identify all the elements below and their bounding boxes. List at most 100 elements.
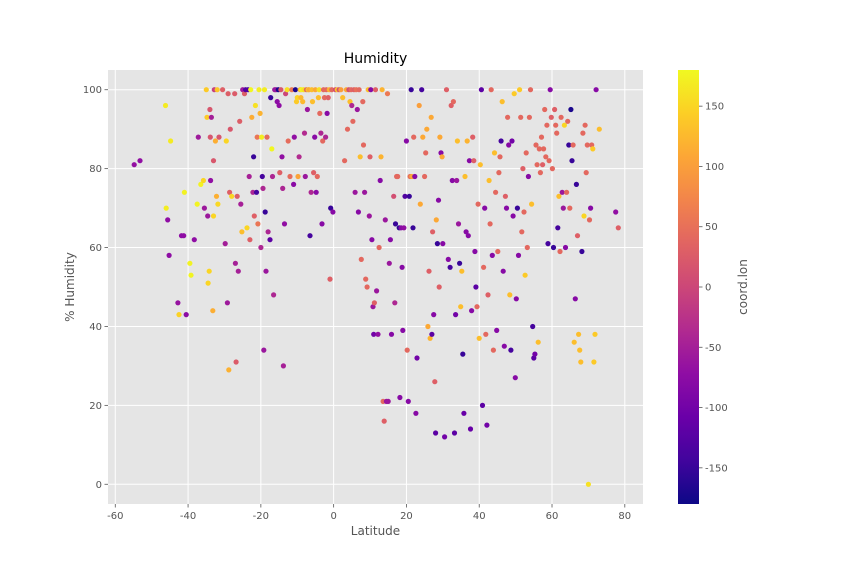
scatter-point (311, 170, 317, 176)
scatter-point (454, 138, 460, 144)
scatter-point (238, 201, 244, 207)
scatter-point (454, 177, 460, 184)
y-tick-label: 0 (96, 480, 102, 491)
scatter-point (269, 146, 275, 152)
scatter-point (386, 260, 392, 266)
scatter-point (490, 347, 496, 353)
scatter-point (301, 130, 308, 136)
scatter-point (312, 87, 318, 93)
scatter-point (510, 213, 516, 219)
scatter-point (511, 91, 517, 97)
scatter-point (434, 241, 440, 247)
scatter-point (543, 154, 549, 160)
scatter-point (463, 229, 469, 235)
scatter-point (556, 193, 562, 199)
scatter-point (576, 331, 582, 337)
scatter-point (317, 110, 323, 116)
scatter-point (352, 189, 358, 195)
scatter-point (379, 87, 385, 93)
scatter-point (364, 284, 370, 290)
scatter-point (216, 134, 222, 140)
scatter-point (540, 162, 546, 168)
scatter-point (284, 87, 290, 93)
scatter-point (232, 260, 238, 266)
scatter-point (175, 300, 181, 306)
scatter-point (296, 154, 302, 160)
scatter-point (277, 170, 283, 176)
scatter-point (548, 114, 554, 120)
scatter-point (300, 99, 306, 105)
colorbar-tick-label: 150 (705, 102, 724, 113)
scatter-point (498, 138, 504, 144)
scatter-point (536, 146, 542, 152)
scatter-point (271, 292, 277, 298)
scatter-point (524, 244, 530, 251)
scatter-point (431, 312, 437, 318)
scatter-point (566, 142, 572, 148)
scatter-point (214, 87, 220, 93)
scatter-point (406, 193, 412, 199)
scatter-point (203, 87, 209, 93)
scatter-point (506, 142, 512, 148)
scatter-point (131, 162, 137, 168)
scatter-point (259, 134, 265, 140)
scatter-point (260, 185, 266, 191)
scatter-point (289, 87, 295, 93)
y-axis-label: % Humidity (63, 252, 77, 322)
y-tick-label: 60 (89, 243, 102, 254)
scatter-point (166, 252, 172, 258)
scatter-point (558, 114, 564, 120)
y-tick-label: 100 (83, 85, 102, 96)
scatter-point (259, 173, 265, 180)
scatter-point (201, 205, 207, 211)
scatter-point (525, 173, 532, 180)
scatter-point (552, 106, 558, 113)
scatter-point (269, 173, 276, 180)
x-tick-label: 0 (330, 511, 336, 522)
scatter-point (223, 138, 229, 144)
scatter-point (578, 359, 584, 365)
x-tick-label: 20 (400, 511, 413, 522)
scatter-point (572, 296, 578, 302)
scatter-point (445, 256, 451, 262)
scatter-point (458, 304, 464, 310)
scatter-point (279, 154, 285, 160)
scatter-point (255, 221, 261, 227)
scatter-point (433, 217, 439, 223)
scatter-point (557, 248, 563, 255)
scatter-point (489, 252, 495, 258)
scatter-point (439, 154, 445, 160)
scatter-point (592, 331, 598, 337)
scatter-point (210, 158, 217, 164)
scatter-point (281, 221, 288, 227)
scatter-point (316, 87, 322, 93)
scatter-point (564, 189, 570, 195)
scatter-point (280, 363, 286, 369)
scatter-point (537, 170, 544, 176)
scatter-point (391, 193, 397, 199)
scatter-point (285, 138, 291, 144)
scatter-point (225, 91, 231, 97)
scatter-point (291, 181, 297, 187)
scatter-point (596, 126, 602, 132)
scatter-point (437, 134, 443, 140)
scatter-point (237, 118, 243, 124)
scatter-point (518, 114, 524, 120)
scatter-point (287, 173, 293, 180)
scatter-point (553, 122, 559, 128)
scatter-point (404, 347, 410, 353)
scatter-point (484, 422, 490, 428)
scatter-point (507, 292, 513, 298)
scatter-point (562, 244, 569, 251)
scatter-point (470, 134, 476, 140)
scatter-point (488, 87, 494, 93)
scatter-point (368, 87, 374, 93)
scatter-point (420, 134, 426, 140)
scatter-point (502, 193, 508, 199)
scatter-point (325, 95, 331, 101)
scatter-point (198, 181, 204, 187)
scatter-point (509, 138, 515, 144)
scatter-point (487, 221, 493, 227)
scatter-point (565, 118, 571, 124)
scatter-point (523, 150, 529, 156)
